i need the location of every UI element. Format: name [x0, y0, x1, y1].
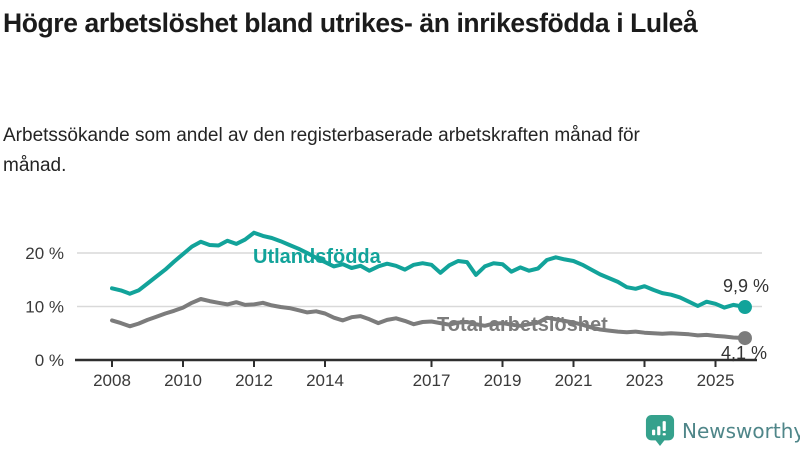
y-tick-label-20: 20 % — [25, 244, 64, 263]
newsworthy-wordmark: Newsworthy — [682, 418, 800, 443]
x-tick-label-2021: 2021 — [555, 371, 593, 390]
series-line-utlandsf-dda — [110, 230, 747, 310]
unemployment-line-chart: 0 % 10 % 20 % 2008 2010 2012 2014 2017 2019 2021… — [25, 230, 769, 390]
x-axis: 2008 2010 2012 2014 2017 2019 2021 2023 2025 — [75, 358, 757, 390]
x-tick-label-2017: 2017 — [413, 371, 451, 390]
series-line-total-arbetsl-shet — [110, 297, 747, 341]
newsworthy-bar-chart-icon — [645, 415, 675, 446]
y-tick-label-0: 0 % — [35, 351, 64, 370]
data-series — [110, 230, 752, 346]
y-tick-label-10: 10 % — [25, 298, 64, 317]
newsworthy-logo[interactable]: Newsworthy — [645, 414, 800, 447]
x-tick-label-2014: 2014 — [306, 371, 344, 390]
x-tick-label-2023: 2023 — [626, 371, 664, 390]
series-end-dot-total-arbetsl-shet — [737, 331, 752, 346]
x-tick-label-2010: 2010 — [164, 371, 202, 390]
x-tick-label-2025: 2025 — [697, 371, 735, 390]
page-subtitle: Arbetssökande som andel av den registerb… — [3, 125, 640, 177]
end-value-utlandsfodda: 9,9 % — [723, 276, 769, 296]
end-value-total-arbetsloshet: 4,1 % — [721, 343, 767, 363]
series-label-total-arbetsloshet: Total arbetslöshet — [437, 314, 608, 336]
gridlines: 0 % 10 % 20 % — [25, 244, 762, 370]
x-tick-label-2008: 2008 — [93, 371, 131, 390]
page-title: Högre arbetslöshet bland utrikes- än inr… — [3, 8, 698, 38]
series-end-dot-utlandsf-dda — [737, 300, 752, 315]
x-tick-label-2019: 2019 — [484, 371, 522, 390]
series-label-utlandsfodda: Utlandsfödda — [253, 246, 382, 268]
x-tick-label-2012: 2012 — [235, 371, 273, 390]
